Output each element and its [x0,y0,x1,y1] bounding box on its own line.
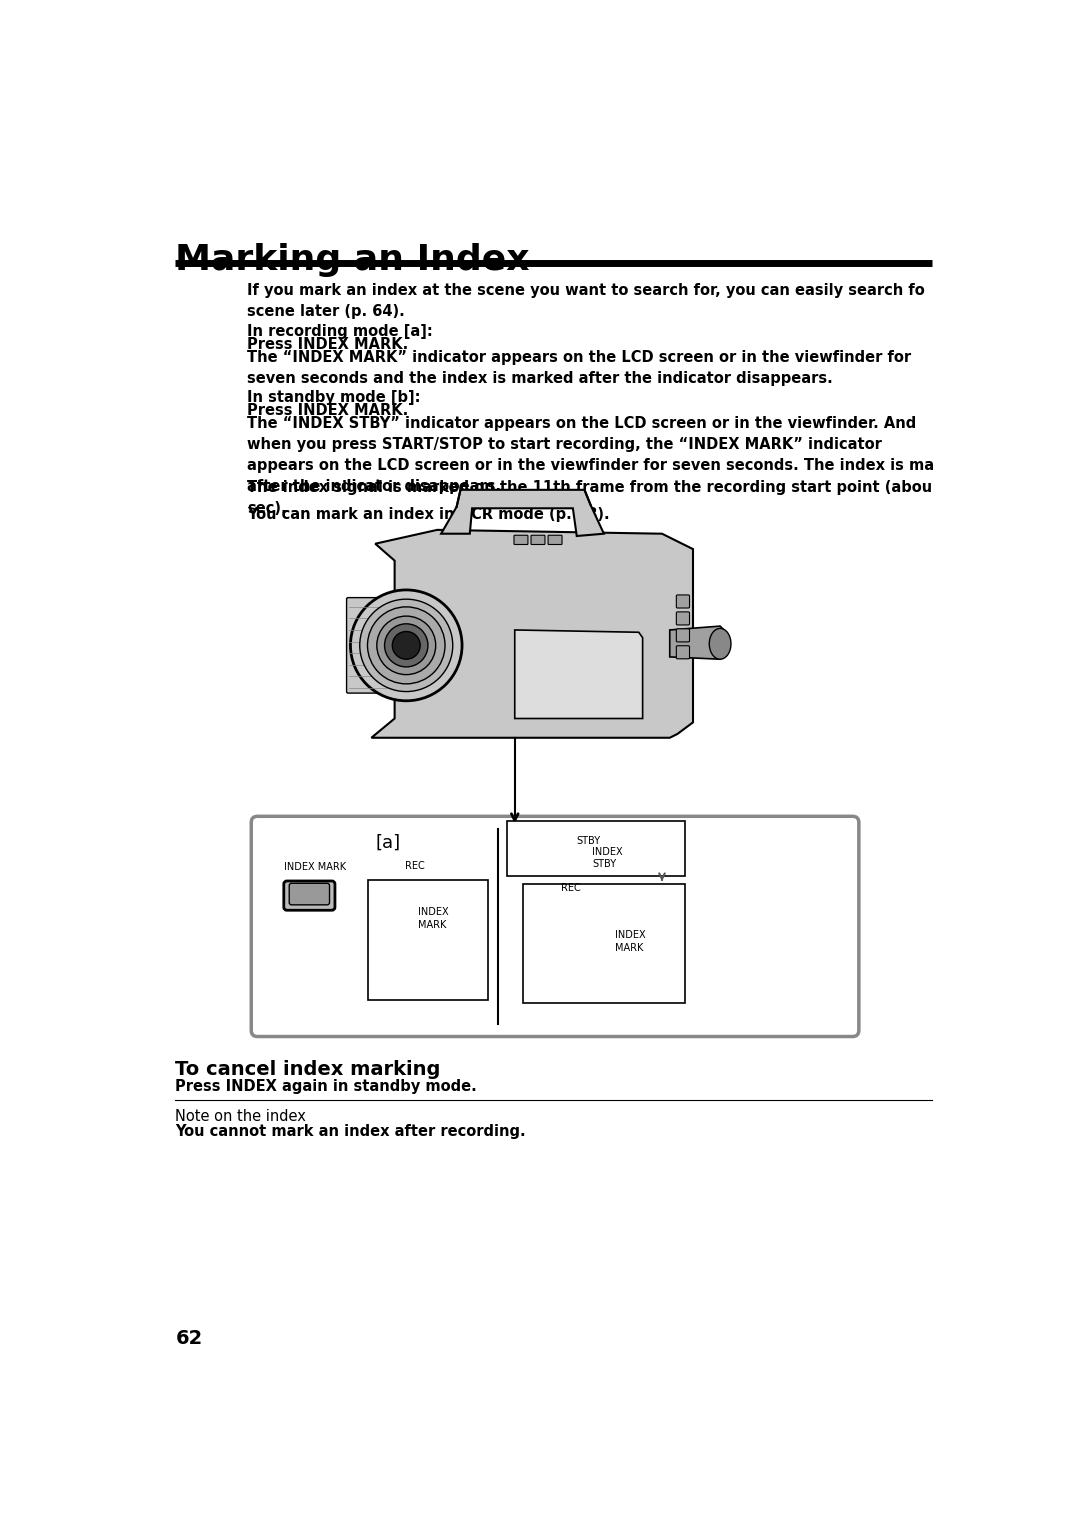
Circle shape [367,607,445,685]
Text: INDEX
MARK: INDEX MARK [616,931,646,952]
Text: STBY: STBY [577,836,600,845]
Bar [367,880,488,999]
Circle shape [384,623,428,666]
FancyBboxPatch shape [676,594,689,608]
Circle shape [360,599,453,692]
Text: If you mark an index at the scene you want to search for, you can easily search : If you mark an index at the scene you wa… [247,284,926,319]
Polygon shape [515,630,643,718]
Text: [b]: [b] [569,834,594,853]
Text: Press INDEX MARK.: Press INDEX MARK. [247,403,408,417]
FancyBboxPatch shape [676,646,689,659]
Polygon shape [670,626,728,659]
Text: Note on the index: Note on the index [175,1109,306,1125]
Text: Marking an Index: Marking an Index [175,243,530,278]
Circle shape [350,590,462,701]
Polygon shape [372,530,693,738]
Circle shape [377,616,435,675]
Text: INDEX MARK: INDEX MARK [284,862,346,872]
Text: To cancel index marking: To cancel index marking [175,1059,441,1079]
FancyBboxPatch shape [284,882,335,911]
FancyBboxPatch shape [289,883,329,905]
Text: [a]: [a] [375,834,401,853]
FancyBboxPatch shape [252,816,859,1036]
Text: 62: 62 [175,1329,203,1348]
Text: REC: REC [405,860,424,871]
Text: You can mark an index in VCR mode (p. 88).: You can mark an index in VCR mode (p. 88… [247,507,610,521]
Bar [523,885,685,1004]
Text: Press INDEX again in standby mode.: Press INDEX again in standby mode. [175,1079,477,1094]
Text: The “INDEX STBY” indicator appears on the LCD screen or in the viewfinder. And
w: The “INDEX STBY” indicator appears on th… [247,416,934,494]
Text: INDEX
STBY: INDEX STBY [592,847,623,869]
FancyBboxPatch shape [676,611,689,625]
FancyBboxPatch shape [676,630,689,642]
Text: Press INDEX MARK.: Press INDEX MARK. [247,338,408,353]
Polygon shape [441,490,604,536]
FancyBboxPatch shape [507,821,685,877]
FancyBboxPatch shape [347,597,396,694]
FancyBboxPatch shape [531,535,545,544]
Text: In standby mode [b]:: In standby mode [b]: [247,390,421,405]
Text: In recording mode [a]:: In recording mode [a]: [247,324,433,339]
Circle shape [392,631,420,659]
Text: The index signal is marked on the 11th frame from the recording start point (abo: The index signal is marked on the 11th f… [247,480,932,516]
FancyBboxPatch shape [548,535,562,544]
Text: INDEX
MARK: INDEX MARK [418,908,448,931]
Text: REC: REC [562,883,581,892]
Text: You cannot mark an index after recording.: You cannot mark an index after recording… [175,1125,526,1140]
Ellipse shape [710,628,731,659]
Text: The “INDEX MARK” indicator appears on the LCD screen or in the viewfinder for
se: The “INDEX MARK” indicator appears on th… [247,350,912,387]
FancyBboxPatch shape [514,535,528,544]
